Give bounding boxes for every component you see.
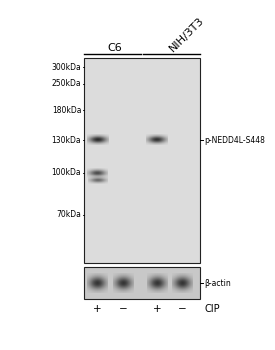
Text: +: + [153, 304, 161, 314]
Text: −: − [119, 304, 127, 314]
Text: 70kDa: 70kDa [56, 210, 81, 219]
Text: −: − [178, 304, 187, 314]
Text: CIP: CIP [204, 304, 220, 314]
Bar [84, 58, 200, 263]
Text: β-actin: β-actin [204, 279, 231, 288]
Text: 250kDa: 250kDa [52, 79, 81, 88]
Text: C6: C6 [107, 43, 122, 53]
Text: 130kDa: 130kDa [52, 135, 81, 145]
Text: 100kDa: 100kDa [52, 168, 81, 177]
Bar [84, 267, 200, 299]
Text: 180kDa: 180kDa [52, 106, 81, 115]
Text: NIH/3T3: NIH/3T3 [168, 15, 207, 53]
Text: p-NEDD4L-S448: p-NEDD4L-S448 [204, 135, 265, 145]
Text: 300kDa: 300kDa [51, 63, 81, 72]
Text: +: + [93, 304, 101, 314]
